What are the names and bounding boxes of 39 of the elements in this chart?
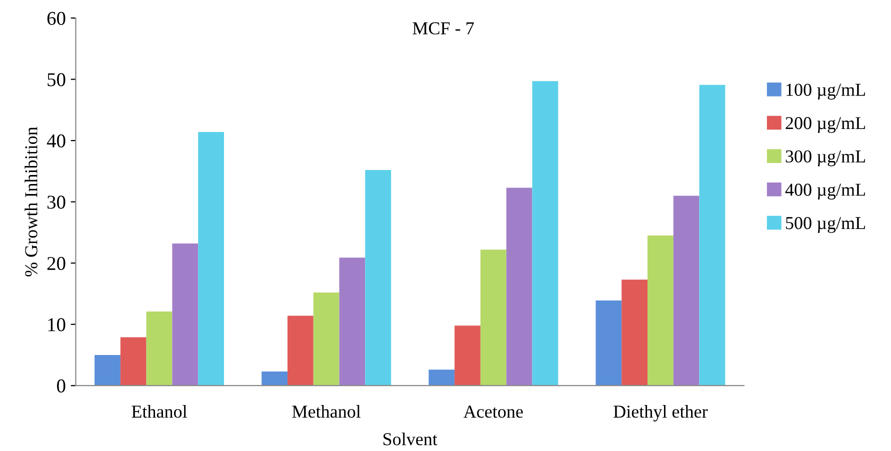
bar	[454, 326, 480, 386]
y-tick-label: 30	[48, 196, 66, 209]
bar	[596, 300, 622, 386]
chart-title: MCF - 7	[412, 22, 474, 34]
bar	[262, 372, 288, 386]
x-tick-label: Methanol	[292, 405, 361, 418]
legend-label: 300 µg/mL	[786, 150, 866, 166]
y-tick-label: 40	[46, 134, 66, 148]
bar	[146, 311, 172, 386]
bar	[198, 132, 224, 386]
bar	[339, 258, 366, 386]
y-tick-label: 20	[47, 256, 66, 270]
bar	[506, 188, 532, 386]
y-axis-title: % Growth Inhibition	[24, 126, 38, 276]
y-tick-label: 10	[48, 318, 66, 332]
bar	[532, 81, 558, 386]
x-tick-label: Diethyl ether	[614, 405, 708, 422]
bar	[428, 370, 455, 386]
x-tick-label: Acetone	[463, 406, 523, 418]
y-tick-label: 50	[48, 73, 66, 86]
bar	[622, 280, 648, 386]
x-tick-label: Ethanol	[132, 405, 187, 418]
bar	[172, 243, 198, 386]
y-tick-label: 0	[57, 379, 66, 393]
legend-label: 200 µg/mL	[786, 117, 866, 133]
bar	[287, 316, 314, 386]
legend-label: 400 µg/mL	[785, 184, 866, 200]
bar	[480, 250, 506, 386]
bar	[313, 292, 340, 386]
bar	[673, 196, 700, 386]
y-tick-label: 60	[47, 12, 66, 25]
bar	[699, 84, 726, 386]
bar	[120, 337, 146, 386]
bar	[648, 236, 674, 386]
legend-label: 100 µg/mL	[786, 84, 866, 100]
bar	[365, 170, 392, 386]
bar	[94, 354, 120, 386]
legend-label: 500 µg/mL	[786, 217, 866, 233]
x-axis-title: Solvent	[383, 432, 438, 446]
